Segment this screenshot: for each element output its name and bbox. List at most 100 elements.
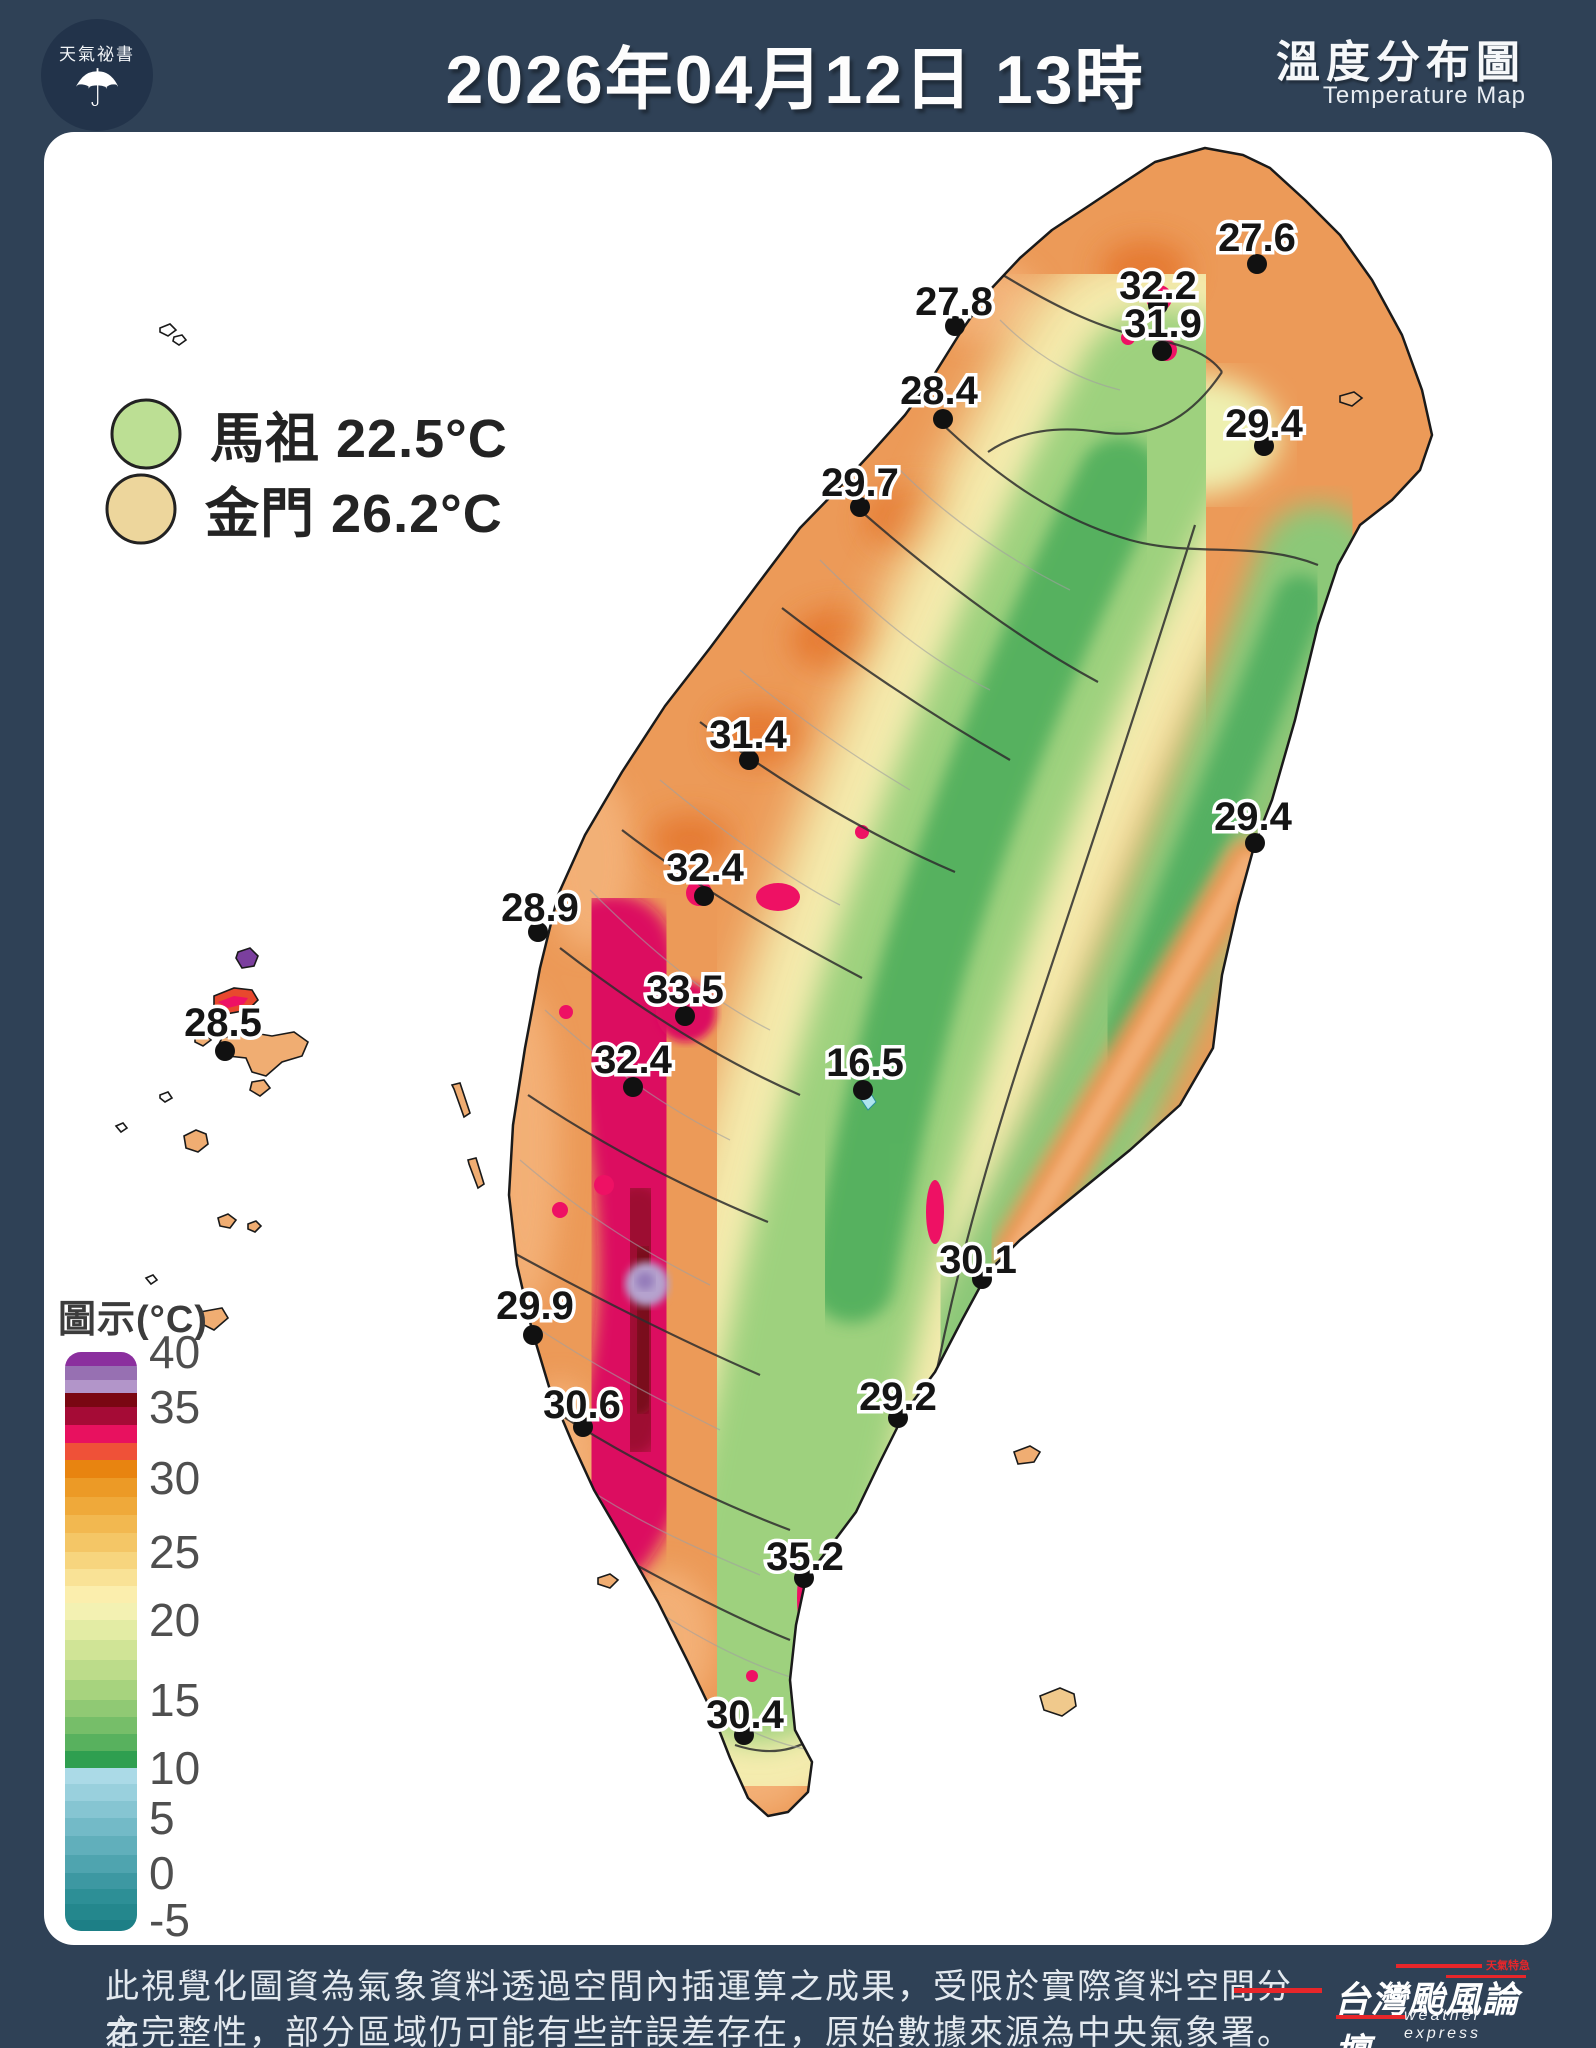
station-dot — [528, 922, 548, 942]
station-temp-label: 32.4 — [666, 846, 745, 890]
colorbar-segment — [65, 1679, 137, 1700]
kinmen-swatch — [105, 473, 177, 544]
colorbar-segment — [65, 1379, 137, 1394]
station-dot — [1148, 295, 1168, 315]
map-type-title: 溫度分布圖 — [1276, 38, 1526, 87]
station-temp-label: 29.4 — [1214, 795, 1293, 839]
station-temp-label: 30.6 — [543, 1383, 621, 1427]
colorbar-segment — [65, 1533, 137, 1552]
colorbar-segment — [65, 1919, 137, 1931]
station-temp-label: 28.9 — [501, 886, 579, 930]
colorbar-segment — [65, 1424, 137, 1443]
colorbar-segment — [65, 1460, 137, 1479]
brand-name: 台灣颱風論壇 — [1334, 1979, 1520, 2048]
colorbar-tick-25: 25 — [149, 1525, 201, 1578]
colorbar-segment — [65, 1801, 137, 1818]
stations-layer: 27.6 27.8 32.231.9 28.4 29.4 29.7 31.4 29.4 32.4… — [181, 213, 1307, 1745]
colorbar-segment — [65, 1750, 137, 1768]
colorbar-segment — [65, 1836, 137, 1855]
station-dot — [523, 1325, 543, 1345]
colorbar-tick-5: 5 — [149, 1792, 175, 1845]
brand-tag-line — [1396, 1964, 1482, 1968]
colorbar-segment — [65, 1407, 137, 1425]
colorbar-segment — [65, 1872, 137, 1889]
station-temp-label: 33.5 — [646, 968, 724, 1012]
green-island — [1012, 1445, 1042, 1465]
matsu-temperature: 馬祖 22.5°C — [210, 409, 508, 469]
station-temp-label: 28.4 — [900, 369, 979, 413]
colorbar-segment — [65, 1699, 137, 1717]
kinmen-circle-icon — [105, 473, 177, 544]
colorbar-segment — [65, 1733, 137, 1751]
station-temp-label: 30.4 — [706, 1693, 785, 1737]
brand-dash-line — [1234, 1988, 1322, 1993]
legend-row-kinmen: 金門 26.2°C — [103, 469, 503, 548]
station-dot — [215, 1041, 235, 1061]
colorbar-segment — [65, 1514, 137, 1534]
brand-tag-underline — [1446, 1975, 1526, 1978]
station-temp-label: 29.9 — [496, 1284, 574, 1328]
matsu-circle-icon — [110, 398, 182, 469]
colorbar-segment — [65, 1888, 137, 1905]
colorbar-tick-15: 15 — [149, 1673, 201, 1726]
station-dot — [623, 1077, 643, 1097]
colorbar-segment — [65, 1352, 137, 1366]
station-dot — [1254, 436, 1274, 456]
umbrella-icon: ☂ — [73, 59, 121, 118]
station-dot — [933, 409, 953, 429]
colorbar-segment — [65, 1602, 137, 1620]
station-temp-label: 32.4 — [594, 1038, 673, 1082]
disclaimer-line1: 此視覺化圖資為氣象資料透過空間內插運算之成果，受限於實際資料空間分布 — [105, 1968, 1293, 2048]
penghu-south-islet — [199, 1307, 230, 1331]
station-dot — [1245, 833, 1265, 853]
kinmen-temperature: 金門 26.2°C — [205, 484, 503, 544]
colorbar-tick-40: 40 — [149, 1326, 201, 1378]
station-dot — [850, 497, 870, 517]
temperature-colorbar — [65, 1352, 137, 1931]
colorbar-segment — [65, 1854, 137, 1873]
turtle-island — [1339, 391, 1364, 407]
colorbar-segment — [65, 1817, 137, 1837]
colorbar-segment — [65, 1365, 137, 1380]
station-dot — [945, 316, 965, 336]
station-temp-label: 27.8 — [915, 280, 993, 324]
station-dot — [888, 1408, 908, 1428]
county-borders — [511, 271, 1319, 1753]
station-temp-label: 32.2 — [1119, 264, 1197, 308]
station-dot — [573, 1417, 593, 1437]
colorbar-tick-20: 20 — [149, 1594, 201, 1647]
brand-subtitle: weather express — [1404, 2007, 1482, 2042]
colorbar-segment — [65, 1585, 137, 1603]
station-dot — [1247, 254, 1267, 274]
colorbar-tick-10: 10 — [149, 1741, 201, 1794]
colorbar-segment — [65, 1393, 137, 1407]
colorbar-segment — [65, 1767, 137, 1785]
station-temp-label: 27.6 — [1218, 216, 1296, 260]
station-dot — [853, 1080, 873, 1100]
colorbar-segment — [65, 1496, 137, 1515]
station-temp-label: 29.4 — [1225, 402, 1304, 446]
header: 天氣祕書 ☂ 2026年04月12日 13時 溫度分布圖 Temperature… — [0, 0, 1596, 132]
colorbar-segment — [65, 1784, 137, 1802]
matsu-swatch — [110, 398, 182, 469]
station-temp-label: 29.2 — [859, 1375, 937, 1419]
station-temp-label: 35.2 — [766, 1535, 844, 1579]
colorbar-segment — [65, 1620, 137, 1640]
colorbar-tick-35: 35 — [149, 1381, 201, 1433]
colorbar-segment — [65, 1659, 137, 1680]
station-dot — [794, 1568, 814, 1588]
colorbar-title: 圖示(°C) — [58, 1299, 208, 1341]
colorbar-tick--5: -5 — [149, 1893, 190, 1946]
logo-text: 天氣祕書 — [59, 44, 135, 64]
legend-row-matsu: 馬祖 22.5°C — [108, 394, 508, 473]
station-dot — [972, 1269, 992, 1289]
station-temp-label: 28.5 — [184, 1001, 262, 1045]
brand-tagline: 天氣特急 — [1486, 1960, 1530, 1972]
colorbar-segment — [65, 1568, 137, 1586]
brand-underline — [1336, 2015, 1406, 2019]
colorbar-tick-30: 30 — [149, 1452, 201, 1505]
station-temp-label: 29.7 — [821, 461, 899, 505]
app-logo: 天氣祕書 ☂ — [41, 19, 153, 131]
